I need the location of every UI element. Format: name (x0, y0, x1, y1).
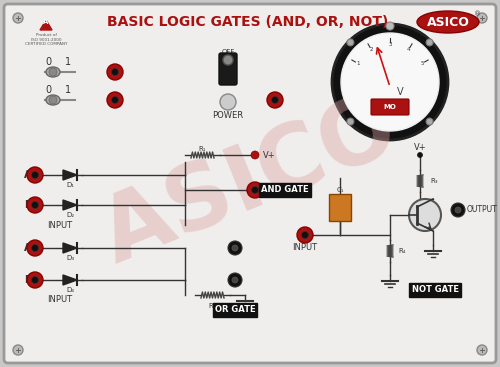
Circle shape (107, 92, 123, 108)
Text: A: A (44, 19, 49, 25)
Circle shape (332, 24, 448, 140)
Circle shape (477, 13, 487, 23)
Text: D₁: D₁ (66, 182, 74, 188)
Circle shape (252, 186, 258, 193)
Circle shape (347, 118, 354, 125)
Circle shape (112, 69, 118, 76)
Text: INPUT: INPUT (292, 243, 318, 252)
Ellipse shape (46, 67, 60, 77)
Text: OR GATE: OR GATE (214, 305, 256, 315)
Text: R₂: R₂ (208, 303, 216, 309)
Circle shape (228, 273, 242, 287)
Text: ®: ® (474, 11, 482, 17)
Circle shape (32, 244, 38, 251)
Text: 4: 4 (407, 47, 410, 52)
Circle shape (32, 171, 38, 178)
Ellipse shape (46, 95, 60, 105)
Text: R₄: R₄ (398, 248, 406, 254)
Circle shape (228, 241, 242, 255)
Text: 1: 1 (65, 85, 71, 95)
Text: POWER: POWER (212, 110, 244, 120)
Circle shape (302, 232, 308, 239)
Circle shape (386, 22, 394, 30)
Text: V: V (396, 87, 404, 97)
Circle shape (49, 68, 57, 76)
Circle shape (418, 153, 422, 157)
Text: AND GATE: AND GATE (261, 185, 309, 195)
Circle shape (32, 201, 38, 208)
Circle shape (107, 64, 123, 80)
Circle shape (27, 240, 43, 256)
Text: A: A (24, 170, 32, 180)
Text: INPUT: INPUT (48, 221, 72, 229)
Text: 0: 0 (45, 57, 51, 67)
Circle shape (32, 276, 38, 283)
Circle shape (232, 277, 238, 283)
Text: 0: 0 (45, 85, 51, 95)
Polygon shape (40, 20, 52, 30)
Circle shape (426, 39, 433, 46)
Polygon shape (63, 275, 77, 285)
Circle shape (451, 203, 465, 217)
Text: R₁: R₁ (198, 146, 206, 152)
Text: 2: 2 (370, 47, 373, 52)
Text: C₁: C₁ (336, 187, 344, 193)
Circle shape (112, 97, 118, 103)
Text: 5: 5 (420, 61, 424, 66)
Circle shape (347, 39, 354, 46)
Text: MO: MO (384, 104, 396, 110)
Circle shape (27, 272, 43, 288)
Text: B: B (24, 275, 32, 285)
Text: Product of
ISO 9001:2000
CERTIFIED COMPANY: Product of ISO 9001:2000 CERTIFIED COMPA… (25, 33, 67, 46)
Text: V+: V+ (263, 150, 276, 160)
Text: NOT GATE: NOT GATE (412, 286, 459, 294)
Polygon shape (63, 243, 77, 253)
Circle shape (455, 207, 461, 213)
Circle shape (13, 345, 23, 355)
Text: 1: 1 (356, 61, 360, 66)
Polygon shape (63, 170, 77, 180)
Ellipse shape (417, 11, 479, 33)
Text: R₃: R₃ (430, 178, 438, 184)
Circle shape (27, 167, 43, 183)
Circle shape (13, 13, 23, 23)
FancyBboxPatch shape (329, 194, 351, 221)
FancyBboxPatch shape (371, 99, 409, 115)
Text: 3: 3 (388, 43, 392, 47)
Text: ON: ON (222, 69, 234, 75)
Circle shape (220, 94, 236, 110)
Circle shape (27, 197, 43, 213)
Text: A: A (24, 243, 32, 253)
Text: V+: V+ (414, 143, 426, 153)
Text: D₄: D₄ (66, 287, 74, 293)
Polygon shape (63, 200, 77, 210)
Circle shape (341, 33, 439, 131)
Circle shape (251, 151, 259, 159)
Circle shape (232, 245, 238, 251)
Text: 1: 1 (65, 57, 71, 67)
Text: B: B (24, 200, 32, 210)
Text: ASICO: ASICO (426, 15, 470, 29)
FancyBboxPatch shape (219, 53, 237, 85)
Text: OFF: OFF (222, 49, 234, 55)
FancyBboxPatch shape (4, 4, 496, 363)
Circle shape (272, 97, 278, 103)
Text: INPUT: INPUT (48, 295, 72, 305)
Circle shape (297, 227, 313, 243)
Circle shape (49, 96, 57, 104)
Text: OUTPUT: OUTPUT (467, 206, 498, 214)
Circle shape (223, 55, 233, 65)
Circle shape (426, 118, 433, 125)
Text: ASICO: ASICO (89, 84, 411, 282)
Circle shape (409, 199, 441, 231)
Circle shape (267, 92, 283, 108)
Circle shape (247, 182, 263, 198)
Text: D₂: D₂ (66, 212, 74, 218)
Circle shape (477, 345, 487, 355)
Text: D₃: D₃ (66, 255, 74, 261)
Text: BASIC LOGIC GATES (AND, OR, NOT): BASIC LOGIC GATES (AND, OR, NOT) (108, 15, 388, 29)
